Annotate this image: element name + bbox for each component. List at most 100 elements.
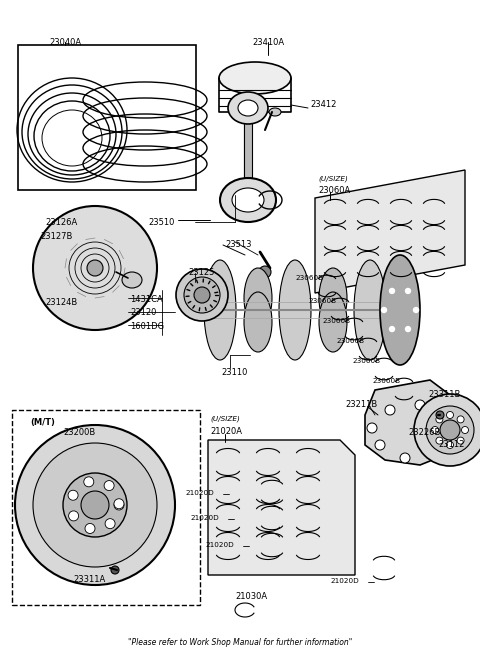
Text: 1601DG: 1601DG bbox=[130, 322, 164, 331]
Text: 23060A: 23060A bbox=[318, 186, 350, 195]
Ellipse shape bbox=[244, 292, 272, 352]
Text: 23226B: 23226B bbox=[408, 428, 440, 437]
Ellipse shape bbox=[204, 260, 236, 360]
Ellipse shape bbox=[87, 260, 103, 276]
Ellipse shape bbox=[176, 269, 228, 321]
Circle shape bbox=[389, 288, 395, 293]
Text: 23311A: 23311A bbox=[74, 575, 106, 584]
Ellipse shape bbox=[414, 394, 480, 466]
Ellipse shape bbox=[430, 445, 440, 455]
Ellipse shape bbox=[122, 272, 142, 288]
Ellipse shape bbox=[436, 411, 444, 419]
Polygon shape bbox=[365, 380, 455, 465]
Text: 23060B: 23060B bbox=[352, 358, 380, 364]
Text: 23060B: 23060B bbox=[308, 298, 336, 304]
Text: "Please refer to Work Shop Manual for further information": "Please refer to Work Shop Manual for fu… bbox=[128, 638, 352, 647]
Text: 23311B: 23311B bbox=[428, 390, 460, 399]
Text: 23120: 23120 bbox=[130, 308, 156, 317]
Text: 23040A: 23040A bbox=[49, 38, 81, 47]
Circle shape bbox=[382, 307, 386, 312]
Text: 23510: 23510 bbox=[149, 218, 175, 227]
Ellipse shape bbox=[400, 453, 410, 463]
Ellipse shape bbox=[111, 566, 119, 574]
Text: 23060B: 23060B bbox=[372, 378, 400, 384]
Text: (M/T): (M/T) bbox=[30, 418, 55, 427]
Ellipse shape bbox=[461, 426, 468, 434]
Ellipse shape bbox=[426, 406, 474, 454]
Ellipse shape bbox=[84, 477, 94, 487]
Ellipse shape bbox=[446, 441, 454, 449]
Circle shape bbox=[389, 327, 395, 331]
Ellipse shape bbox=[436, 437, 443, 444]
Text: 23410A: 23410A bbox=[252, 38, 284, 47]
Ellipse shape bbox=[114, 498, 124, 509]
Ellipse shape bbox=[385, 405, 395, 415]
Text: 23412: 23412 bbox=[310, 100, 336, 109]
Polygon shape bbox=[208, 440, 355, 575]
Text: 21020A: 21020A bbox=[210, 427, 242, 436]
Text: 21030A: 21030A bbox=[235, 592, 267, 601]
Text: 21020D: 21020D bbox=[190, 515, 219, 521]
Ellipse shape bbox=[415, 400, 425, 410]
Ellipse shape bbox=[104, 481, 114, 491]
Ellipse shape bbox=[33, 443, 157, 567]
Ellipse shape bbox=[440, 420, 460, 440]
Text: 1431CA: 1431CA bbox=[130, 295, 163, 304]
Ellipse shape bbox=[194, 287, 210, 303]
Text: 23211B: 23211B bbox=[345, 400, 377, 409]
Ellipse shape bbox=[380, 255, 420, 365]
Ellipse shape bbox=[269, 108, 281, 116]
Ellipse shape bbox=[457, 437, 464, 444]
Ellipse shape bbox=[432, 426, 439, 434]
Text: 21020D: 21020D bbox=[205, 542, 234, 548]
Ellipse shape bbox=[228, 92, 268, 124]
Circle shape bbox=[406, 327, 410, 331]
Ellipse shape bbox=[435, 410, 445, 420]
Ellipse shape bbox=[367, 423, 377, 433]
Ellipse shape bbox=[446, 411, 454, 419]
Ellipse shape bbox=[375, 440, 385, 450]
Ellipse shape bbox=[436, 416, 443, 423]
Ellipse shape bbox=[457, 416, 464, 423]
Text: 23060B: 23060B bbox=[322, 318, 350, 324]
Ellipse shape bbox=[114, 500, 124, 510]
Text: 23125: 23125 bbox=[189, 268, 215, 277]
Text: 23110: 23110 bbox=[222, 368, 248, 377]
Text: 23060B: 23060B bbox=[295, 275, 323, 281]
Text: (U/SIZE): (U/SIZE) bbox=[210, 415, 240, 422]
Ellipse shape bbox=[319, 268, 347, 328]
Text: 21020D: 21020D bbox=[185, 490, 214, 496]
Ellipse shape bbox=[238, 100, 258, 116]
Text: (U/SIZE): (U/SIZE) bbox=[318, 175, 348, 181]
Ellipse shape bbox=[259, 266, 271, 278]
Text: 23060B: 23060B bbox=[336, 338, 364, 344]
Bar bbox=[12, 410, 200, 605]
Ellipse shape bbox=[245, 104, 265, 120]
Ellipse shape bbox=[219, 62, 291, 94]
Text: 23124B: 23124B bbox=[45, 298, 77, 307]
Ellipse shape bbox=[279, 260, 311, 360]
Ellipse shape bbox=[68, 490, 78, 500]
Polygon shape bbox=[315, 170, 465, 293]
Text: 23200B: 23200B bbox=[64, 428, 96, 437]
Text: 23127B: 23127B bbox=[40, 232, 72, 241]
Ellipse shape bbox=[81, 491, 109, 519]
Circle shape bbox=[413, 307, 419, 312]
Ellipse shape bbox=[33, 206, 157, 330]
Ellipse shape bbox=[220, 178, 276, 222]
Ellipse shape bbox=[244, 268, 272, 328]
Ellipse shape bbox=[69, 511, 79, 521]
Bar bbox=[18, 45, 196, 190]
Ellipse shape bbox=[15, 425, 175, 585]
Ellipse shape bbox=[184, 277, 220, 313]
Ellipse shape bbox=[85, 523, 95, 533]
Text: 21020D: 21020D bbox=[330, 578, 359, 584]
Text: 23112: 23112 bbox=[438, 440, 464, 449]
Text: 23126A: 23126A bbox=[45, 218, 77, 227]
Ellipse shape bbox=[354, 260, 386, 360]
Ellipse shape bbox=[105, 519, 115, 529]
Circle shape bbox=[406, 288, 410, 293]
Text: 23513: 23513 bbox=[225, 240, 252, 249]
Ellipse shape bbox=[63, 473, 127, 537]
Ellipse shape bbox=[443, 430, 453, 440]
